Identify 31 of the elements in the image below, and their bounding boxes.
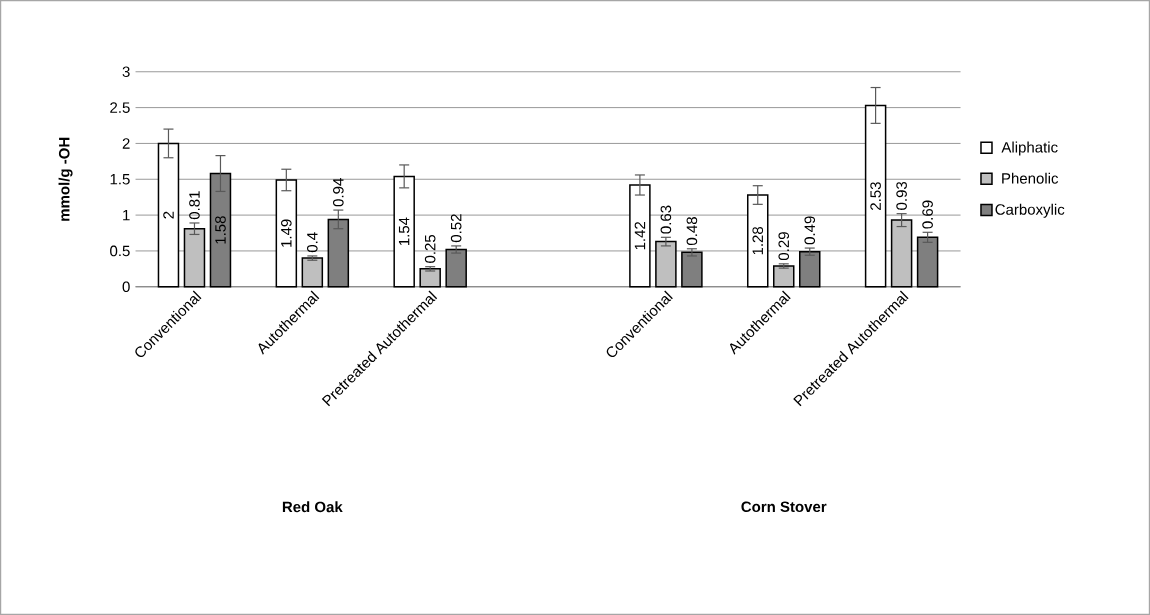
- data-label: 1.28: [752, 226, 764, 255]
- legend-label: Aliphatic: [1001, 141, 1058, 156]
- y-tick-label: 1.5: [110, 174, 130, 185]
- data-label: 1.42: [634, 222, 646, 250]
- y-tick-label: 2: [122, 138, 130, 149]
- data-label: 2: [163, 211, 174, 219]
- data-label: 2.53: [870, 182, 881, 210]
- data-label: 1.49: [281, 219, 292, 247]
- legend-label: Carboxylic: [995, 203, 1065, 218]
- data-label: 0.25: [424, 234, 436, 263]
- data-label: 0.48: [686, 217, 698, 245]
- data-label: 0.69: [922, 200, 933, 229]
- data-label: 0.63: [660, 205, 672, 234]
- legend-label: Phenolic: [1002, 172, 1059, 184]
- y-tick-label: 0: [122, 281, 130, 293]
- y-tick-label: 3: [122, 66, 130, 78]
- y-tick-label: 0.5: [110, 245, 130, 257]
- data-label: 1.54: [398, 217, 410, 246]
- data-label: 0.93: [896, 181, 907, 210]
- text: Red Oak: [282, 501, 343, 513]
- y-axis-title: mmol/g -OH: [58, 137, 73, 221]
- text: Corn Stover: [741, 501, 827, 513]
- y-tick-label: 1: [123, 209, 130, 221]
- data-label: 0.4: [307, 232, 318, 253]
- y-tick-label: 2.5: [110, 102, 130, 113]
- data-label: 0.52: [450, 214, 462, 243]
- data-label: 0.81: [189, 191, 200, 220]
- data-label: 0.94: [333, 178, 344, 207]
- data-label: 0.29: [778, 232, 790, 261]
- data-label: 1.58: [215, 216, 226, 244]
- data-label: 0.49: [804, 216, 816, 245]
